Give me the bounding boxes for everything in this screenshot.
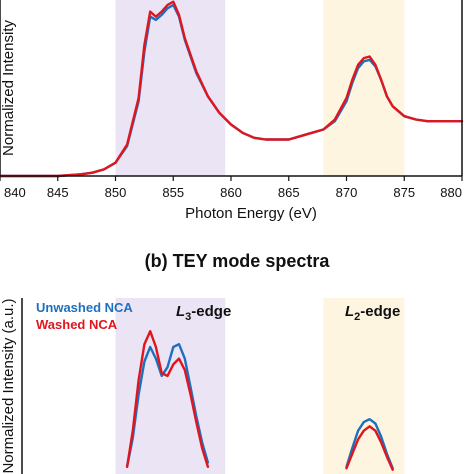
bottom-series-line-washed (125, 330, 394, 471)
bottom-shaded-region-0 (115, 298, 226, 474)
top-x-ticks (0, 176, 463, 181)
top-shaded-region-1 (323, 0, 405, 176)
bottom-panel: Normalized Intensity (a.u.) Unwashed NCA… (0, 298, 405, 474)
legend-washed: Washed NCA (36, 317, 118, 332)
bottom-series-line-unwashed (125, 343, 394, 470)
top-x-tick-label-860: 860 (220, 185, 242, 200)
top-series-lines (0, 0, 464, 178)
top-shaded-region-0 (115, 0, 226, 176)
legend: Unwashed NCA Washed NCA (36, 300, 133, 332)
top-x-tick-labels: 840 845 850 855 860 865 870 875 880 (4, 185, 462, 200)
top-shaded-regions (115, 0, 405, 176)
top-x-tick-label-855: 855 (162, 185, 184, 200)
top-x-tick-label-880: 880 (440, 185, 462, 200)
top-x-tick-label-875: 875 (393, 185, 415, 200)
top-panel: 840 845 850 855 860 865 870 875 880 Normalized I… (0, 0, 464, 222)
top-x-axis-title: Photon Energy (eV) (185, 205, 317, 222)
panel-b-title: (b) TEY mode spectra (145, 251, 331, 271)
top-x-tick-label-850: 850 (105, 185, 127, 200)
l3-edge-label: L3-edge (176, 303, 231, 323)
l2-edge-label: L2-edge (345, 303, 400, 323)
bottom-shaded-region-1 (323, 298, 405, 474)
top-y-axis-title: Normalized Intensity (0, 20, 17, 156)
top-x-tick-label-845: 845 (47, 185, 69, 200)
bottom-shaded-regions (115, 298, 405, 474)
top-series-line-washed (0, 0, 464, 178)
top-x-tick-label-865: 865 (278, 185, 300, 200)
bottom-series-lines (125, 330, 394, 471)
legend-unwashed: Unwashed NCA (36, 300, 133, 315)
bottom-y-axis-title: Normalized Intensity (a.u.) (0, 298, 17, 473)
top-x-tick-label-870: 870 (336, 185, 358, 200)
top-x-tick-label-840: 840 (4, 185, 26, 200)
